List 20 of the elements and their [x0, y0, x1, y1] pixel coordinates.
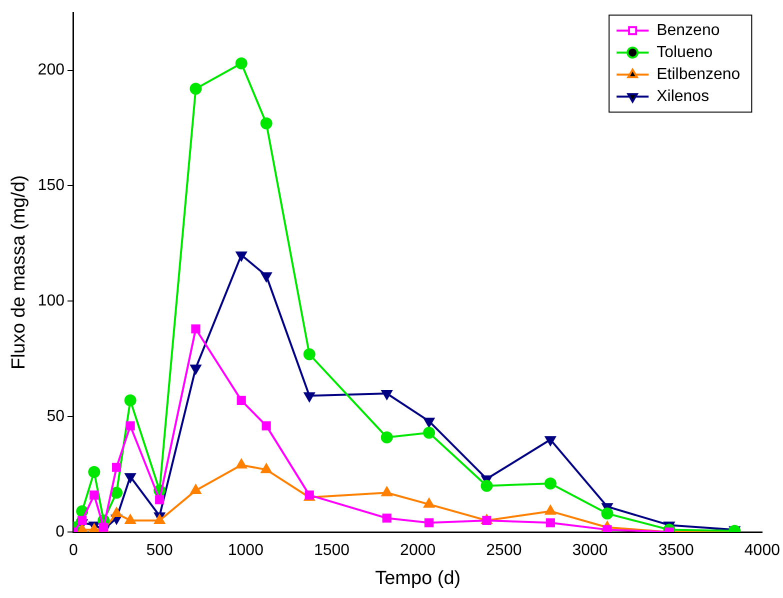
y-tick-label: 0 — [56, 523, 65, 540]
x-tick-label: 500 — [146, 542, 174, 560]
x-tick-label: 2000 — [400, 542, 436, 560]
y-tick-label: 150 — [38, 177, 65, 194]
y-tick-label: 100 — [38, 292, 65, 310]
legend-label: Etilbenzeno — [656, 66, 740, 84]
legend-label: Benzeno — [656, 22, 720, 40]
x-tick-label: 4000 — [744, 542, 780, 560]
x-tick-label: 1500 — [314, 542, 350, 560]
x-tick-label: 3000 — [572, 542, 608, 560]
y-tick-label: 200 — [38, 62, 65, 79]
legend-label: Xilenos — [656, 88, 710, 106]
x-tick-label: 0 — [69, 542, 78, 560]
x-axis-title: Tempo (d) — [375, 568, 461, 589]
x-tick-label: 1000 — [228, 542, 264, 560]
y-tick-label: 50 — [46, 408, 65, 425]
x-tick-label: 2500 — [486, 542, 522, 560]
y-axis-title: Fluxo de massa (mg/d) — [8, 175, 30, 370]
legend-label: Tolueno — [656, 44, 713, 62]
x-tick-label: 3500 — [658, 542, 694, 560]
